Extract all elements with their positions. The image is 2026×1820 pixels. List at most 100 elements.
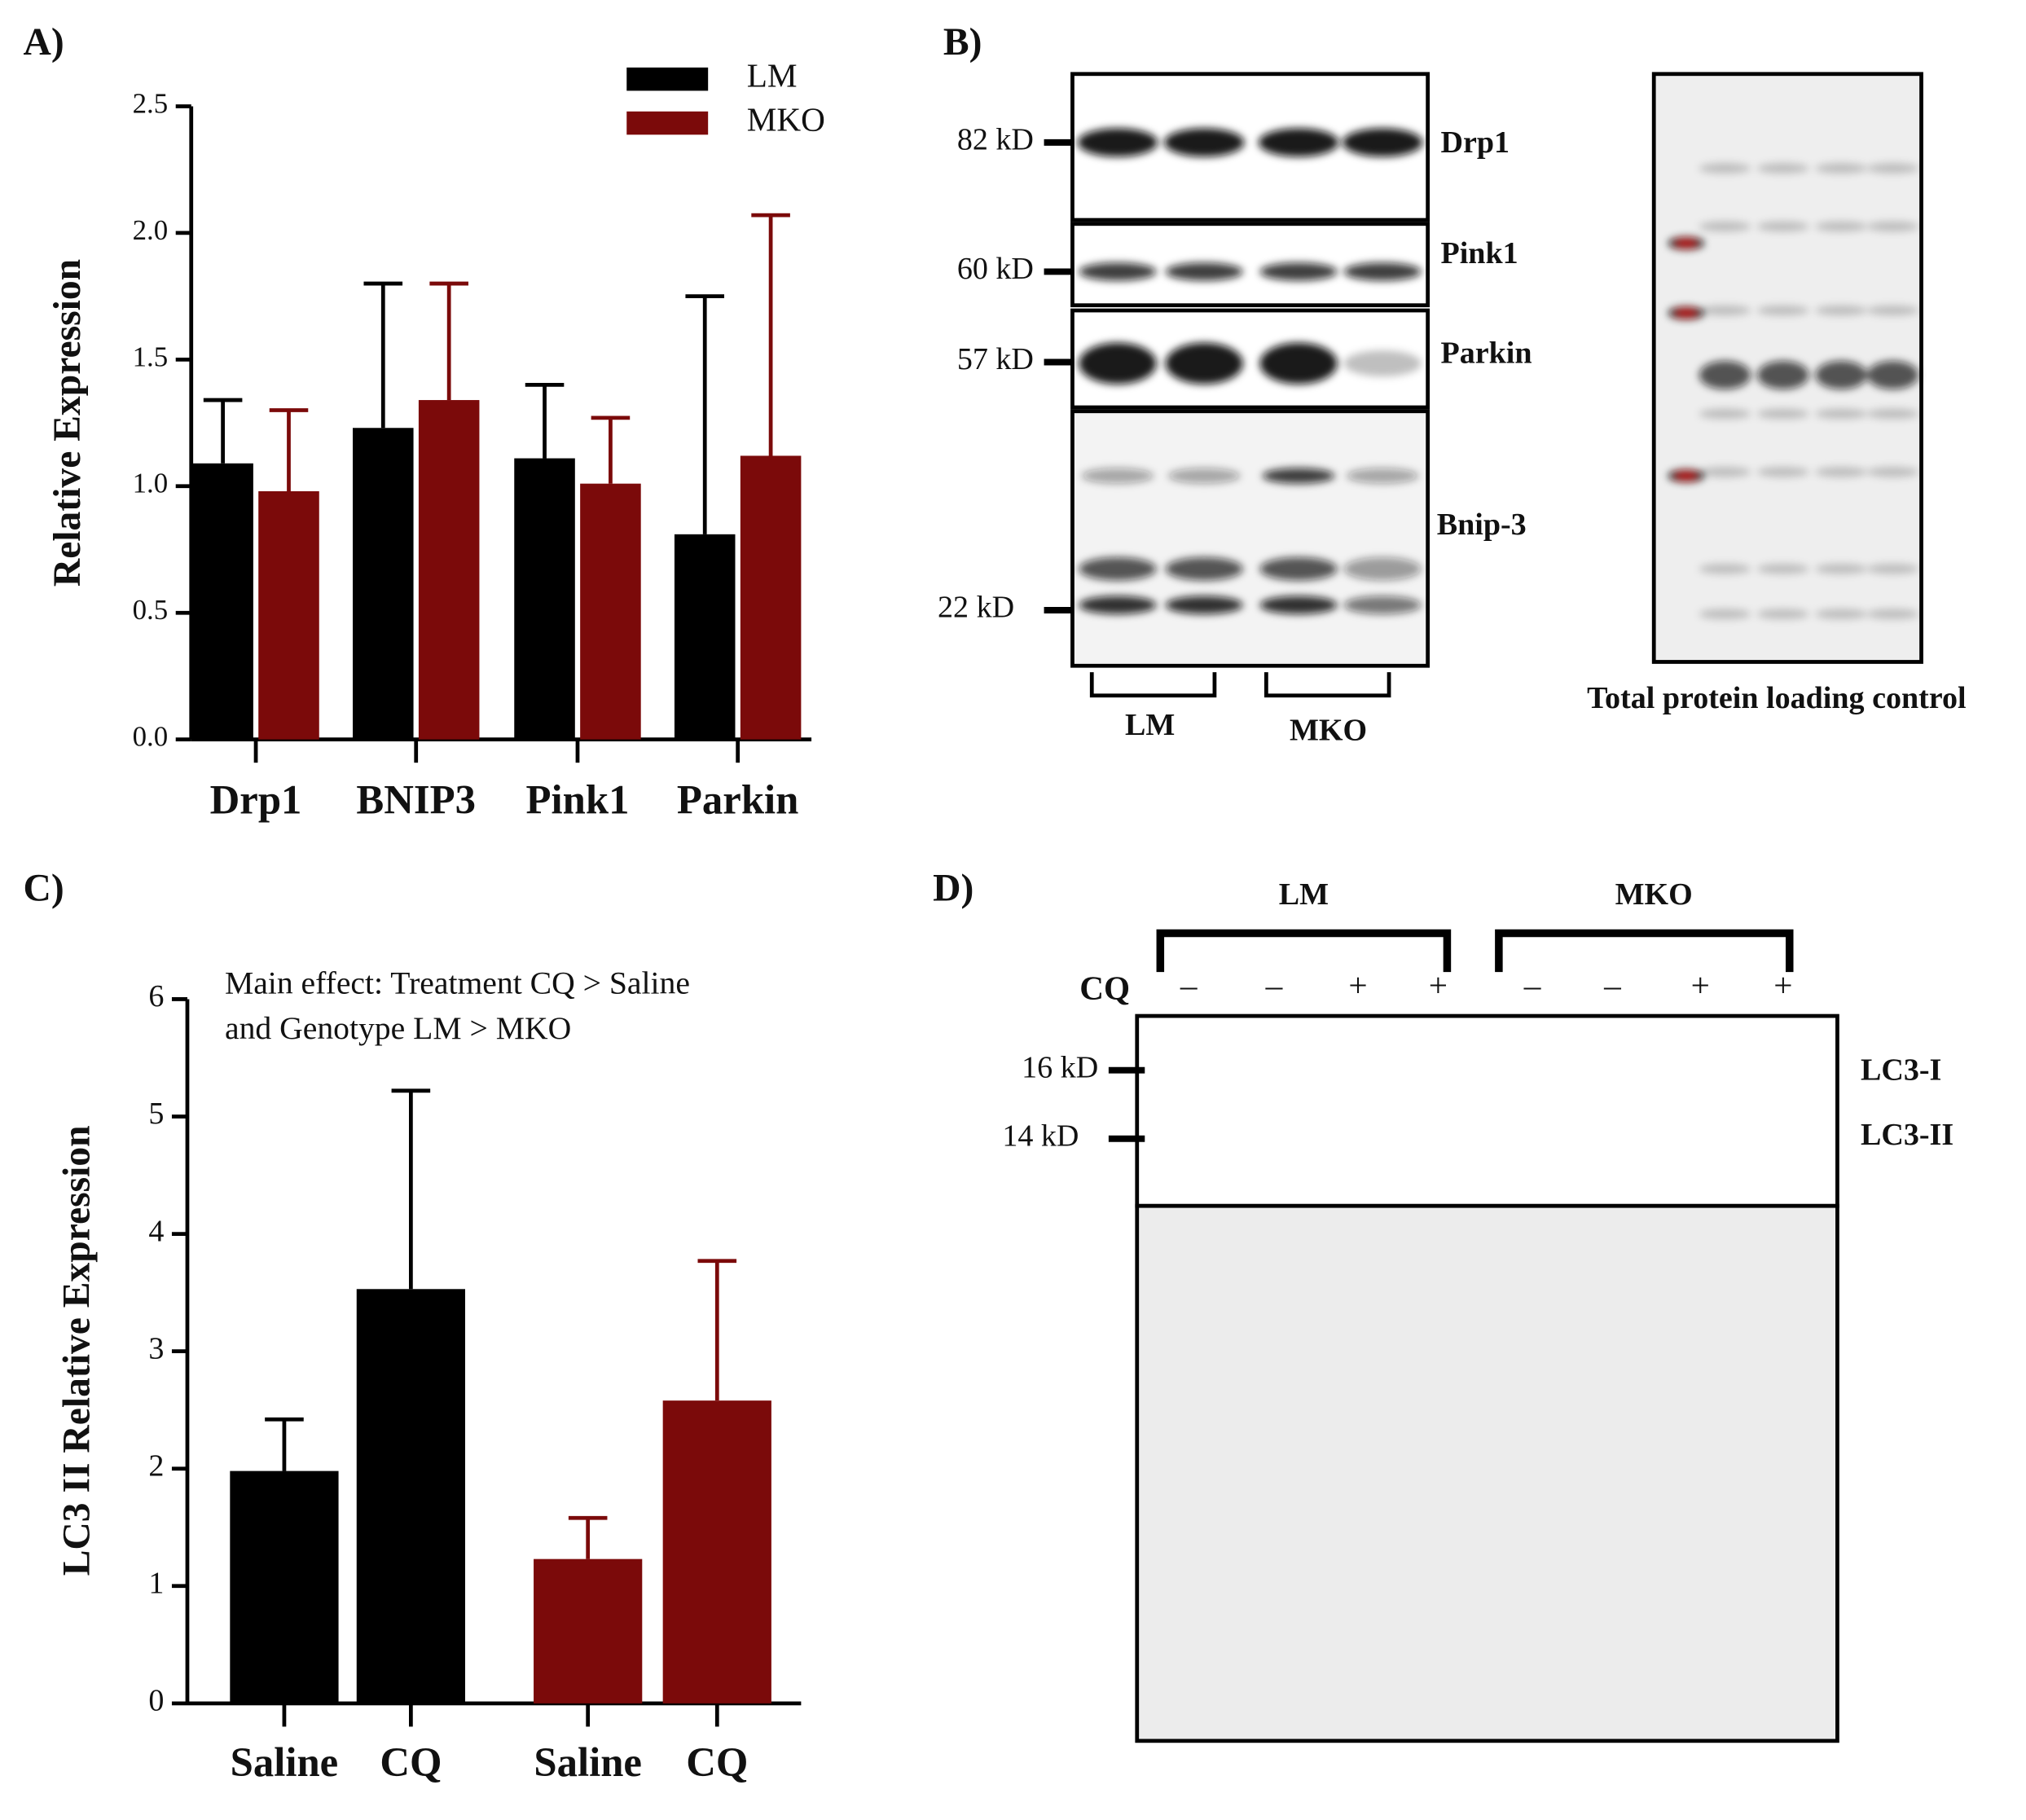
band (1699, 360, 1751, 389)
x-tick-label: Saline (231, 1739, 339, 1785)
band (1259, 556, 1338, 581)
band (1866, 360, 1919, 389)
marker-label: 22 kD (938, 591, 1014, 625)
band (1866, 163, 1919, 174)
x-tick-label: Parkin (677, 777, 798, 823)
band (1259, 596, 1338, 614)
band (1077, 128, 1158, 157)
group-label: MKO (1290, 713, 1367, 747)
panel-label: A) (24, 21, 64, 64)
group-label: MKO (1615, 877, 1693, 912)
band (1815, 466, 1867, 477)
sign: + (1429, 966, 1448, 1004)
band (1676, 240, 1697, 246)
x-tick-label: Drp1 (210, 777, 302, 823)
y-tick-label: 1.0 (133, 468, 169, 499)
band (1079, 342, 1157, 385)
bar (418, 400, 480, 740)
band (1699, 408, 1751, 420)
bar (356, 1289, 465, 1704)
legend-label: MKO (747, 101, 825, 138)
band (1815, 609, 1867, 620)
band (1866, 466, 1919, 477)
sign: – (1265, 966, 1283, 1004)
bar (230, 1471, 339, 1704)
band (1866, 305, 1919, 316)
panel-label: C) (24, 868, 64, 910)
band (1081, 468, 1154, 484)
band (1676, 473, 1697, 479)
band (1165, 262, 1243, 281)
bar (258, 490, 319, 740)
panel-label: B) (943, 21, 982, 64)
sign: + (1348, 966, 1367, 1004)
band (1757, 466, 1809, 477)
x-tick-label: Saline (534, 1739, 642, 1785)
band (1079, 556, 1157, 581)
band (1757, 221, 1809, 232)
band (1757, 609, 1809, 620)
protein-label: Pink1 (1440, 236, 1518, 270)
sign: – (1523, 966, 1541, 1004)
band (1079, 596, 1157, 614)
band (1165, 556, 1243, 581)
band (1164, 128, 1245, 157)
band (1815, 221, 1867, 232)
band (1866, 563, 1919, 574)
y-tick-label: 5 (148, 1097, 164, 1131)
band (1259, 262, 1338, 281)
y-tick-label: 0.0 (133, 721, 169, 753)
band (1165, 596, 1243, 614)
sign: – (1180, 966, 1198, 1004)
band (1258, 128, 1339, 157)
band (1815, 408, 1867, 420)
bar (192, 463, 253, 740)
panel-label: D) (933, 868, 973, 910)
band-label: LC3-I (1861, 1053, 1941, 1088)
y-tick-label: 2 (148, 1449, 164, 1483)
y-tick-label: 1.5 (133, 341, 169, 372)
band (1757, 360, 1809, 389)
protein-label: Drp1 (1440, 125, 1510, 160)
charts: 0.0 0.5 1.0 1.5 2.0 2.5 Relative Expression Drp… (46, 57, 825, 1786)
band-label: LC3-II (1861, 1118, 1953, 1152)
bar (674, 534, 736, 740)
band (1757, 163, 1809, 174)
marker-label: 14 kD (1002, 1119, 1079, 1153)
signs: – – + + – – + + (1180, 966, 1793, 1004)
band (1343, 556, 1422, 581)
band (1343, 262, 1422, 281)
legend-swatch (626, 67, 709, 91)
band (1815, 305, 1867, 316)
caption: Total protein loading control (1587, 681, 1966, 715)
legend-swatch (626, 111, 709, 135)
y-tick-label: 2.0 (133, 214, 169, 246)
y-tick-label: 2.5 (133, 87, 169, 119)
sign: + (1773, 966, 1792, 1004)
treatment-label: CQ (1079, 969, 1130, 1006)
band (1699, 563, 1751, 574)
band (1343, 596, 1422, 614)
group-label: LM (1125, 708, 1175, 742)
band (1866, 221, 1919, 232)
band (1676, 310, 1697, 316)
band (1699, 466, 1751, 477)
band (1079, 262, 1157, 281)
annotation: Main effect: Treatment CQ > Saline (225, 965, 690, 1001)
y-tick-label: 4 (148, 1214, 164, 1248)
bar (353, 428, 414, 740)
x-tick-label: BNIP3 (356, 777, 476, 823)
band (1342, 128, 1423, 157)
bar (534, 1558, 643, 1704)
band (1815, 163, 1867, 174)
y-axis-label: LC3 II Relative Expression (55, 1125, 98, 1576)
band (1815, 563, 1867, 574)
band (1699, 305, 1751, 316)
band (1757, 305, 1809, 316)
band (1167, 468, 1241, 484)
band (1815, 360, 1867, 389)
band (1699, 609, 1751, 620)
y-axis-label: Relative Expression (46, 259, 89, 587)
y-tick-label: 0.5 (133, 594, 169, 626)
